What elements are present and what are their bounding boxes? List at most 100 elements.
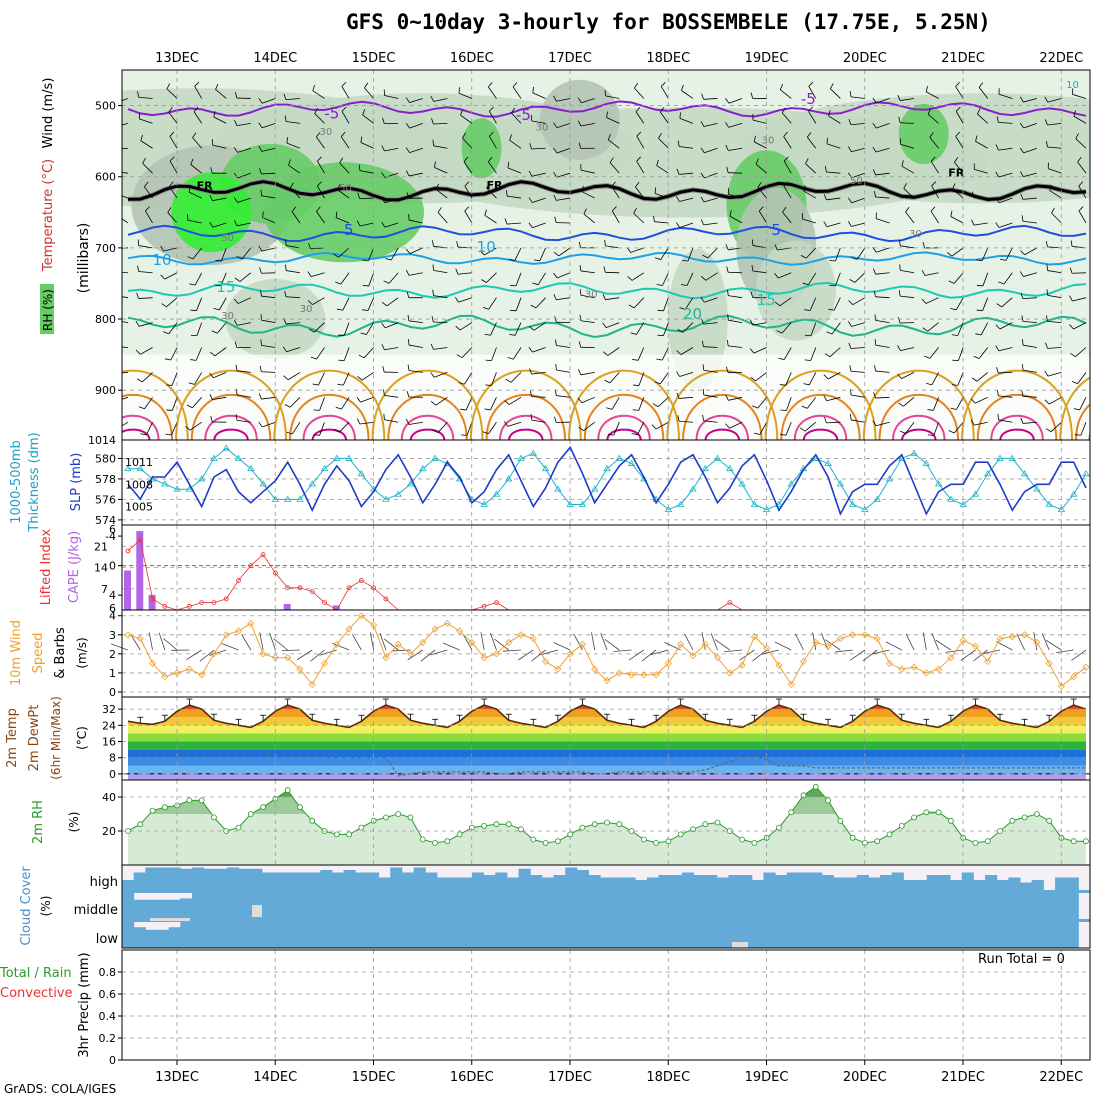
wind-barb [261, 295, 276, 299]
wind-barb-flag [729, 210, 732, 217]
wind-barb-flag [505, 190, 508, 197]
wind-speed-point [468, 638, 476, 646]
cloud-bar [681, 872, 694, 890]
rh-point [690, 826, 696, 833]
wind-barb [826, 222, 841, 228]
cloud-bar [425, 922, 438, 948]
thickness-point [247, 464, 255, 472]
cloud-bar [635, 893, 648, 920]
wind-barb-flag [288, 159, 291, 166]
cloud-bar [938, 922, 951, 948]
wind-barb-flag [258, 421, 263, 428]
contour-label: -5 [801, 90, 816, 108]
wind-barb-flag [405, 269, 410, 276]
wind-barb [164, 272, 178, 280]
wind-barb-flag [849, 365, 852, 372]
wind-barb-flag [602, 322, 607, 328]
rh-point [1021, 814, 1028, 821]
wind-barb [339, 162, 350, 174]
li-line [127, 539, 1086, 611]
wind-barb-flag [489, 131, 494, 137]
wind-barb-flag [1019, 271, 1024, 277]
wind-barb [728, 295, 743, 299]
rh-point [260, 804, 267, 811]
wind-speed-point [542, 657, 550, 666]
wind-barb-flag [801, 405, 808, 409]
surface-wind-barb [795, 633, 804, 651]
wind-barb-flag [654, 381, 661, 385]
wind-barb [1075, 138, 1087, 149]
wind-barb [609, 372, 620, 384]
wind-barb [1047, 98, 1062, 103]
wind-barb [138, 322, 153, 327]
wind-barb-flag [529, 390, 532, 397]
wind-barb-flag [383, 280, 390, 284]
cloud-bar [646, 877, 659, 890]
wind-barb [827, 372, 841, 380]
wind-barb-flag [1049, 184, 1052, 191]
wind-barb [163, 247, 178, 252]
wind-barb-flag [899, 264, 901, 271]
wind-barb [316, 211, 325, 224]
wind-barb [319, 422, 325, 436]
wind-barb-flag [653, 215, 655, 222]
cloud-bar [670, 893, 683, 920]
wind-barb-flag [636, 131, 642, 137]
wind-barb-flag [430, 343, 434, 350]
warm-isotherm [793, 414, 848, 440]
wind-barb [757, 397, 767, 409]
rh-point [776, 824, 782, 831]
cloud-bar [600, 922, 613, 948]
rh-point [456, 831, 463, 838]
wind-barb [188, 191, 202, 199]
cloud-bar [821, 875, 834, 890]
wind-barb [138, 297, 153, 299]
wind-barb-flag [978, 82, 984, 88]
wind-barb [678, 172, 694, 175]
wind-barb [261, 396, 276, 400]
wind-barb [239, 272, 252, 282]
wind-barb-flag [1045, 342, 1048, 349]
wind-barb [901, 165, 915, 174]
wind-barb [955, 136, 964, 149]
wind-speed-point [406, 650, 415, 658]
wind-barb-flag [654, 257, 661, 260]
surface-wind-barb [982, 649, 1001, 655]
wind-barb [728, 271, 743, 274]
wind-barb-flag [632, 359, 639, 361]
wind-barb-flag [282, 346, 287, 353]
wind-barb [681, 90, 694, 99]
cloud-bar [833, 877, 846, 890]
wind-barb-flag [385, 258, 392, 261]
wind-barb [167, 212, 178, 224]
surface-wind-barb [641, 649, 657, 662]
li-point [223, 596, 229, 602]
cloud-bar [611, 877, 624, 890]
wind-barb-flag [829, 284, 836, 287]
wind-barb-flag [135, 349, 141, 355]
warm-isotherm [311, 428, 348, 440]
wind-barb [850, 122, 865, 126]
li-point [150, 596, 155, 602]
cloud-bar [518, 922, 531, 948]
wind-barb-flag [140, 433, 147, 436]
wind-barb-flag [307, 300, 313, 305]
y-tick-label: 1005 [125, 501, 153, 514]
wind-barb [875, 196, 890, 199]
wind-barb [1047, 372, 1062, 377]
cloud-bar [705, 922, 718, 948]
wind-barb [122, 172, 129, 174]
wind-barb-flag [286, 137, 288, 144]
wind-barb-flag [142, 157, 146, 164]
wind-barb [785, 422, 792, 436]
cloud-bar [448, 877, 461, 890]
wind-barb [998, 222, 1013, 228]
wind-barb [384, 419, 399, 423]
wind-speed-point [148, 659, 157, 667]
wind-speed-point [1057, 682, 1066, 690]
wind-barb-flag [432, 429, 439, 433]
wind-speed-point [812, 638, 820, 646]
wind-barb-flag [528, 222, 533, 228]
wind-barb [435, 396, 448, 406]
top-date-label: 14DEC [253, 51, 297, 66]
